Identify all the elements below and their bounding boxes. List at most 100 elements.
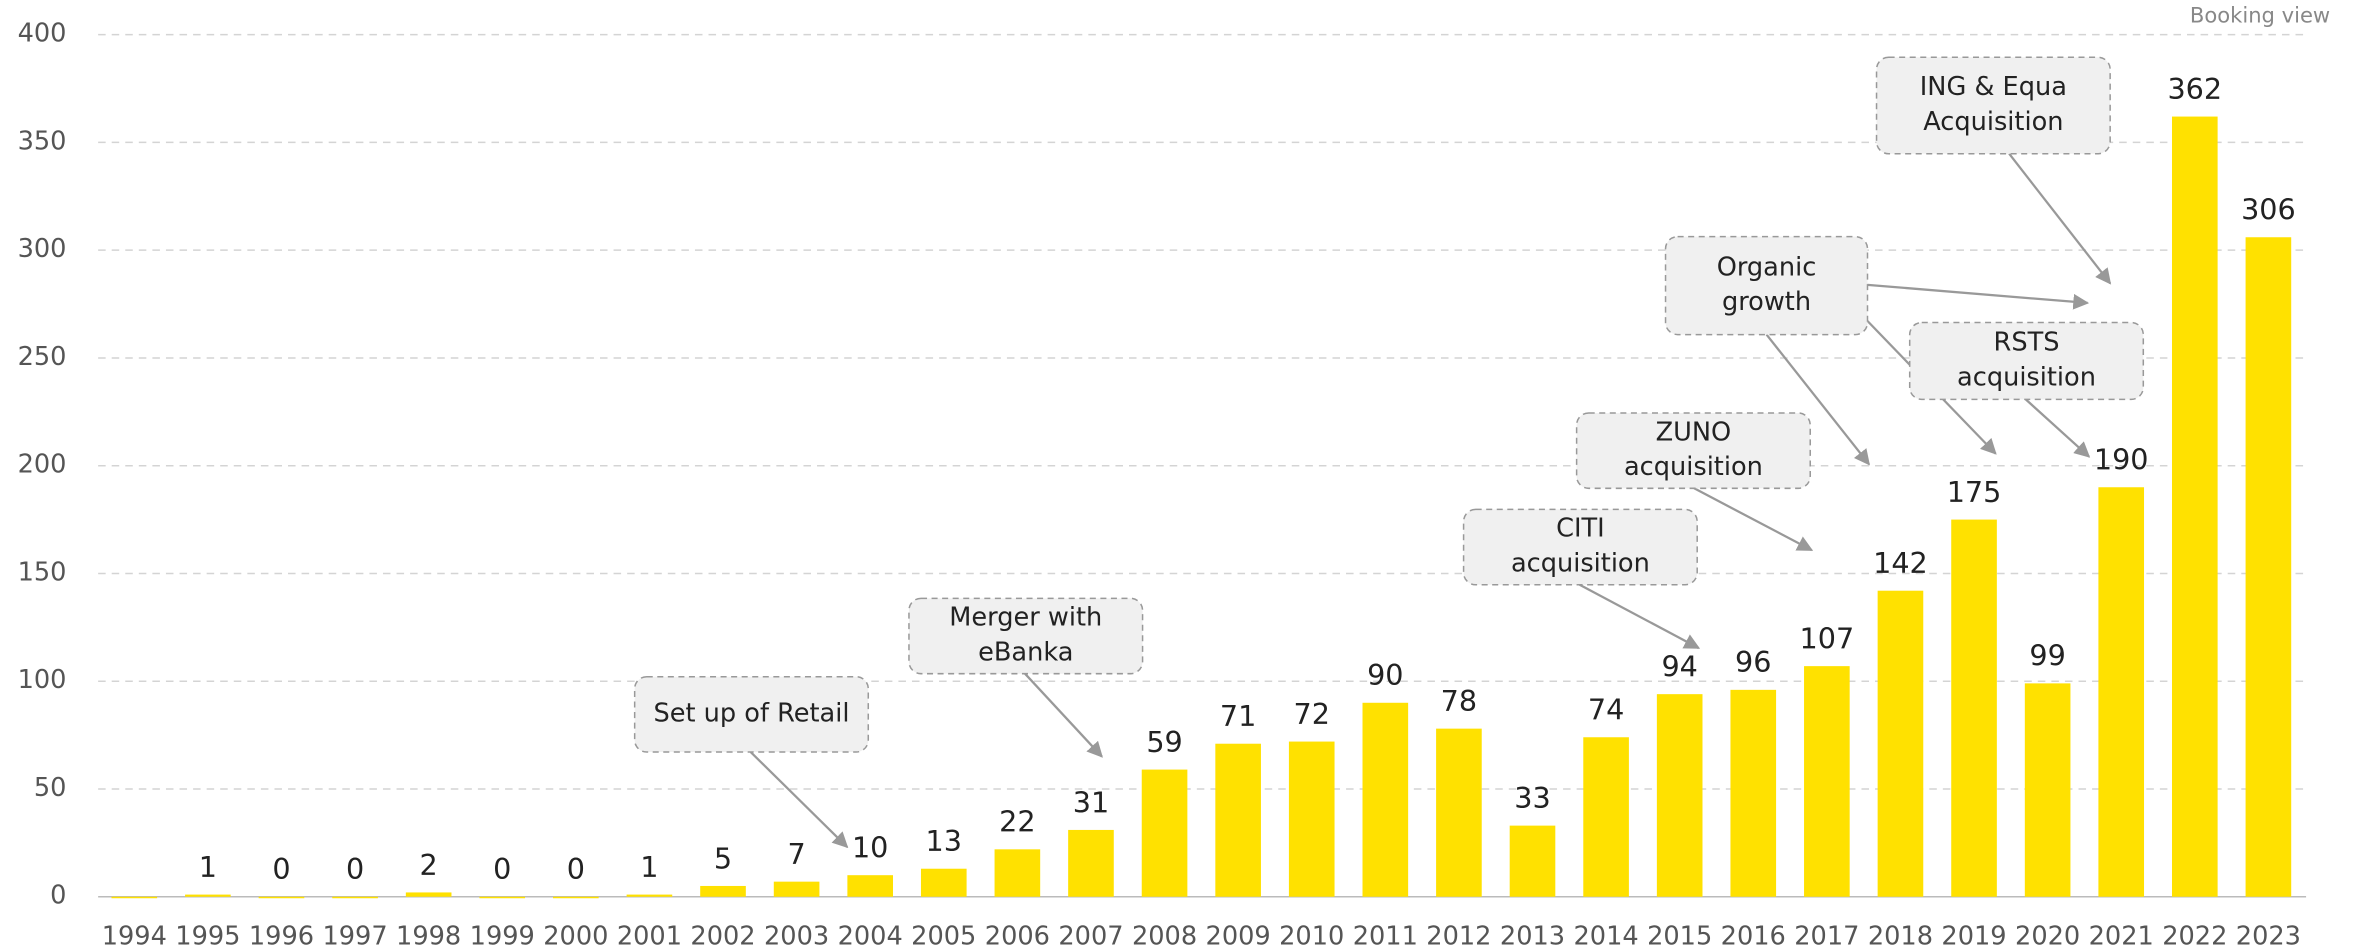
- annotation-arrow: [1579, 583, 1701, 650]
- annotation-arrow: [1024, 672, 1103, 758]
- x-tick-label: 1999: [470, 921, 535, 951]
- value-label: 190: [2094, 443, 2149, 477]
- x-tick-label: 1996: [249, 921, 314, 951]
- value-label: 0: [346, 852, 364, 886]
- bar: [2098, 487, 2145, 897]
- value-label: 22: [999, 805, 1035, 839]
- value-label: 2: [420, 848, 438, 882]
- value-label: 7: [787, 837, 805, 871]
- bar: [258, 896, 305, 899]
- bar: [773, 881, 820, 897]
- annotation-box: [1462, 508, 1698, 586]
- annotation-text: RSTS: [1994, 328, 2060, 358]
- bar: [1656, 694, 1703, 897]
- bar: [1951, 519, 1997, 897]
- value-label: 94: [1661, 650, 1697, 684]
- bar: [479, 896, 526, 899]
- x-tick-label: 2014: [1573, 921, 1638, 951]
- value-label: 13: [926, 824, 962, 858]
- value-label: 175: [1947, 475, 2002, 509]
- x-tick-label: 2015: [1647, 921, 1712, 951]
- bar: [1141, 769, 1188, 897]
- annotation-text: CITI: [1556, 514, 1605, 544]
- annotation-text: acquisition: [1624, 452, 1763, 482]
- value-label: 306: [2241, 193, 2296, 227]
- bar: [1877, 590, 1924, 897]
- bar: [700, 885, 746, 897]
- bar: [332, 896, 378, 899]
- bar: [2171, 116, 2218, 897]
- x-tick-label: 2018: [1868, 921, 1933, 951]
- x-tick-label: 2016: [1721, 921, 1786, 951]
- bar: [626, 894, 673, 897]
- value-label: 0: [567, 852, 585, 886]
- value-label: 99: [2029, 639, 2065, 673]
- bar: [1583, 737, 1629, 897]
- bar: [994, 849, 1041, 897]
- x-tick-label: 2012: [1426, 921, 1491, 951]
- annotation-text: Set up of Retail: [653, 698, 849, 728]
- y-tick-label: 100: [18, 665, 67, 695]
- annotation-box: [1575, 412, 1811, 490]
- bar: [1436, 728, 1482, 897]
- x-tick-label: 2019: [1941, 921, 2006, 951]
- annotation-text: growth: [1722, 287, 1811, 317]
- annotation-arrow: [2024, 398, 2091, 458]
- x-tick-label: 2002: [690, 921, 755, 951]
- value-label: 362: [2167, 72, 2222, 106]
- bar: [1068, 829, 1114, 897]
- annotation-arrow: [1693, 487, 1814, 552]
- x-tick-label: 1995: [175, 921, 240, 951]
- x-tick-label: 2021: [2089, 921, 2154, 951]
- value-label: 71: [1220, 699, 1256, 733]
- value-label: 74: [1588, 693, 1624, 727]
- y-tick-label: 350: [18, 126, 67, 156]
- bar: [1804, 666, 1850, 897]
- bar: [1215, 743, 1261, 897]
- value-label: 107: [1800, 622, 1855, 656]
- x-tick-label: 2023: [2236, 921, 2301, 951]
- annotation-text: Acquisition: [1923, 107, 2063, 137]
- y-tick-label: 300: [18, 234, 67, 264]
- annotation-arrow: [1867, 283, 2090, 310]
- annotation-text: Merger with: [949, 603, 1102, 633]
- x-tick-label: 1997: [322, 921, 387, 951]
- x-tick-label: 2005: [911, 921, 976, 951]
- annotation-box: [908, 597, 1144, 675]
- value-label: 0: [493, 852, 511, 886]
- x-tick-label: 2007: [1058, 921, 1123, 951]
- value-label: 72: [1294, 697, 1330, 731]
- value-label: 5: [714, 841, 732, 875]
- bar: [111, 896, 158, 899]
- value-label: 0: [272, 852, 290, 886]
- annotation-arrow: [2008, 153, 2112, 285]
- value-label: 96: [1735, 645, 1771, 679]
- bar: [1509, 825, 1556, 897]
- value-label: 33: [1514, 781, 1550, 815]
- subtitle: Booking view: [2190, 3, 2330, 28]
- annotation-box: [633, 675, 870, 753]
- x-tick-label: 2008: [1132, 921, 1197, 951]
- x-tick-label: 2003: [764, 921, 829, 951]
- annotation-text: ING & Equa: [1920, 72, 2067, 102]
- x-tick-label: 2022: [2162, 921, 2227, 951]
- annotation-text: acquisition: [1957, 362, 2096, 392]
- annotation-text: ZUNO: [1656, 417, 1732, 447]
- value-label: 10: [852, 831, 888, 865]
- value-label: 31: [1073, 785, 1109, 819]
- y-tick-label: 0: [50, 881, 66, 911]
- y-tick-label: 50: [34, 773, 67, 803]
- x-tick-label: 2001: [617, 921, 682, 951]
- bar: [847, 875, 894, 897]
- value-label: 78: [1441, 684, 1477, 718]
- value-label: 1: [640, 850, 658, 884]
- x-tick-label: 2010: [1279, 921, 1344, 951]
- x-tick-label: 2011: [1353, 921, 1418, 951]
- annotation-arrow: [1765, 333, 1870, 466]
- bar: [920, 868, 967, 897]
- x-tick-label: 1994: [102, 921, 167, 951]
- value-label: 59: [1146, 725, 1182, 759]
- x-tick-label: 2009: [1206, 921, 1271, 951]
- bar: [2245, 237, 2292, 897]
